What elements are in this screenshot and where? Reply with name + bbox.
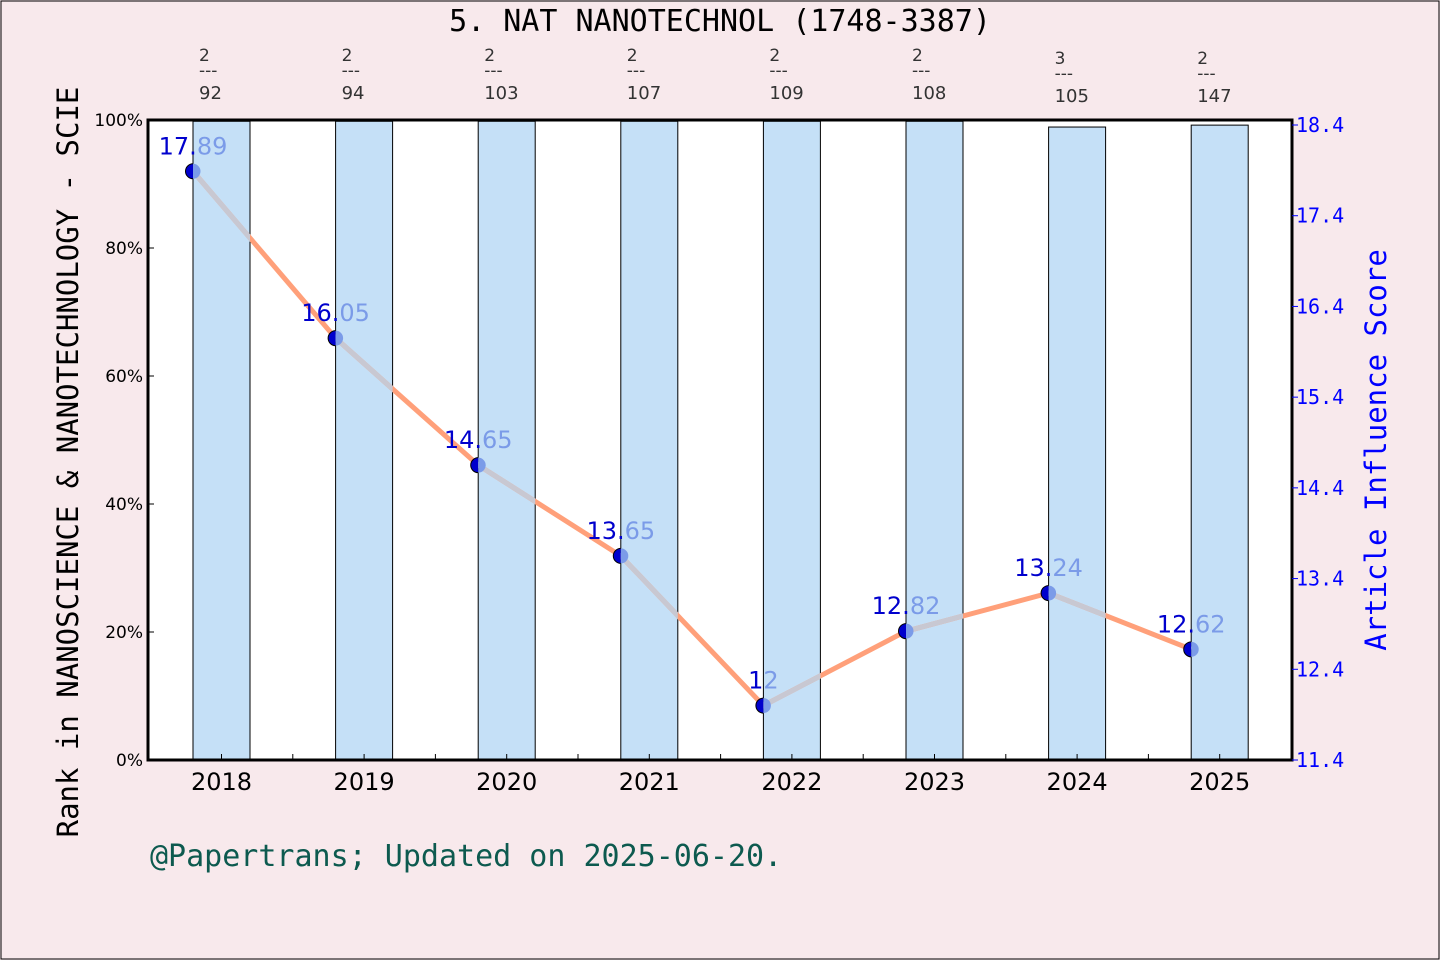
left-tick-label: 20% bbox=[105, 623, 143, 643]
rank-annotation-total: 147 bbox=[1197, 86, 1231, 107]
x-tick-label: 2020 bbox=[476, 768, 537, 796]
left-tick-label: 100% bbox=[94, 111, 143, 131]
rank-annotation-total: 103 bbox=[484, 83, 518, 104]
score-label: 13.65 bbox=[586, 517, 655, 545]
rank-annotation-rank: 2 bbox=[484, 46, 495, 66]
x-tick-label: 2021 bbox=[619, 768, 680, 796]
rank-annotation-total: 109 bbox=[769, 83, 803, 104]
left-tick-label: 40% bbox=[105, 495, 143, 515]
rank-annotation-rank: 2 bbox=[769, 46, 780, 66]
right-tick-label: 15.4 bbox=[1296, 385, 1344, 409]
left-tick-label: 80% bbox=[105, 239, 143, 259]
plot-frame bbox=[146, 118, 1294, 762]
score-label: 17.89 bbox=[159, 132, 228, 160]
rank-annotation-rank: 3 bbox=[1055, 49, 1066, 69]
score-point bbox=[1040, 585, 1049, 602]
score-label: 12 bbox=[748, 667, 779, 695]
bar-2018 bbox=[192, 120, 251, 761]
score-point-right-half bbox=[1048, 585, 1057, 601]
score-point bbox=[327, 330, 336, 347]
score-label: 12.82 bbox=[872, 592, 941, 620]
rank-annotation-rank: 2 bbox=[1197, 49, 1208, 69]
score-point bbox=[755, 697, 764, 714]
score-label: 16.05 bbox=[301, 299, 370, 327]
rank-annotation-divider: --- bbox=[1055, 64, 1073, 84]
bar-2022 bbox=[762, 120, 821, 761]
score-point-right-half bbox=[193, 163, 201, 179]
right-tick-label: 11.4 bbox=[1296, 748, 1344, 772]
left-tick-label: 0% bbox=[116, 751, 143, 771]
rank-annotation-divider: --- bbox=[199, 61, 217, 81]
score-label: 14.65 bbox=[444, 426, 513, 454]
rank-annotation-rank: 2 bbox=[627, 46, 638, 66]
score-point-right-half bbox=[763, 698, 771, 714]
right-tick-label: 18.4 bbox=[1296, 113, 1344, 137]
rank-annotation-divider: --- bbox=[342, 61, 360, 81]
rank-annotation-divider: --- bbox=[769, 61, 787, 81]
score-label: 12.62 bbox=[1157, 610, 1226, 638]
right-tick-label: 14.4 bbox=[1296, 476, 1344, 500]
x-tick-label: 2025 bbox=[1189, 768, 1250, 796]
score-point-right-half bbox=[335, 330, 344, 346]
right-axis-label: Article Influence Score bbox=[1359, 249, 1393, 651]
bar-2025 bbox=[1190, 124, 1249, 761]
left-axis-label: Rank in NANOSCIENCE & NANOTECHNOLOGY - S… bbox=[51, 87, 85, 838]
rank-annotation-total: 92 bbox=[199, 83, 222, 104]
rank-annotation-total: 105 bbox=[1055, 86, 1089, 107]
right-tick-label: 17.4 bbox=[1296, 204, 1344, 228]
score-label: 13.24 bbox=[1014, 554, 1083, 582]
right-tick-label: 13.4 bbox=[1296, 567, 1344, 591]
right-tick-label: 12.4 bbox=[1296, 657, 1344, 681]
score-point bbox=[470, 457, 479, 474]
rank-annotation-rank: 2 bbox=[342, 46, 353, 66]
rank-annotation-total: 94 bbox=[342, 83, 365, 104]
rank-annotation-total: 107 bbox=[627, 83, 661, 104]
score-point-right-half bbox=[620, 548, 629, 564]
rank-annotation-rank: 2 bbox=[199, 46, 210, 66]
rank-annotation-total: 108 bbox=[912, 83, 946, 104]
x-tick-label: 2024 bbox=[1047, 768, 1108, 796]
x-tick-label: 2019 bbox=[334, 768, 395, 796]
score-point-right-half bbox=[1191, 641, 1199, 657]
bar-2019 bbox=[335, 120, 394, 761]
footer-credit: @Papertrans; Updated on 2025-06-20. bbox=[150, 839, 782, 874]
right-tick-label: 16.4 bbox=[1296, 294, 1344, 318]
score-point-right-half bbox=[478, 457, 486, 473]
rank-annotation-divider: --- bbox=[484, 61, 502, 81]
score-point-right-half bbox=[906, 623, 914, 639]
score-point bbox=[1183, 641, 1192, 658]
plot-area bbox=[148, 120, 1292, 760]
rank-annotation-divider: --- bbox=[1197, 64, 1215, 84]
score-point bbox=[898, 623, 906, 640]
x-tick-label: 2018 bbox=[191, 768, 252, 796]
x-tick-label: 2023 bbox=[904, 768, 965, 796]
rank-annotation-rank: 2 bbox=[912, 46, 923, 66]
left-tick-label: 60% bbox=[105, 367, 143, 387]
bar-2024 bbox=[1048, 126, 1107, 761]
rank-annotation-divider: --- bbox=[912, 61, 930, 81]
x-tick-label: 2022 bbox=[761, 768, 822, 796]
chart-title: 5. NAT NANOTECHNOL (1748-3387) bbox=[449, 4, 991, 39]
bar-2023 bbox=[905, 120, 964, 761]
score-point bbox=[185, 163, 193, 180]
rank-annotation-divider: --- bbox=[627, 61, 645, 81]
bar-2021 bbox=[620, 120, 679, 761]
score-point bbox=[612, 547, 621, 564]
